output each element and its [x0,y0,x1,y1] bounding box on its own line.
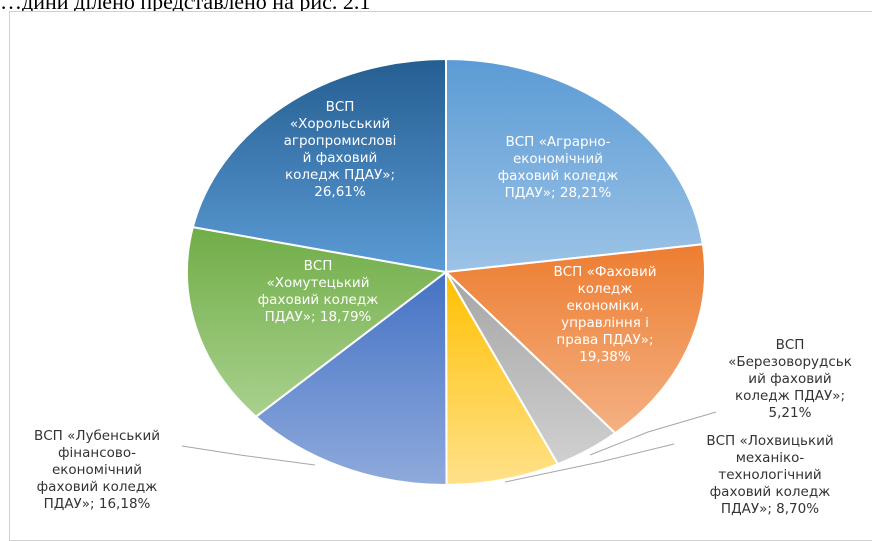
data-label-line: ПДАУ»; 8,70% [721,501,819,517]
data-label-line: ПДАУ»; 16,18% [44,496,151,512]
page-text-fragment: …дини ділено представлено на рис. 2.1 [0,0,371,14]
data-label-line: економіки, [567,298,644,314]
data-label-line: технологічний [718,467,821,483]
data-label-line: ВСП [304,258,333,274]
leader-line-4 [504,443,675,483]
data-label-7: ВСП «Хорольський агропромислові й фаховий ко… [284,99,397,200]
data-label-line: «Березоворудськ [728,354,852,370]
pie-slice-6 [186,225,449,418]
data-label-line: економічний [513,151,603,167]
pie-slice-2 [443,243,706,435]
data-label-6: ВСП «Хомутецький фаховий коледж ПДАУ»; 18,7… [258,258,379,325]
data-label-line: агропромислові [284,133,397,149]
data-label-line: економічний [52,462,142,478]
data-label-line: права ПДАУ»; [556,332,653,348]
data-label-line: коледж [578,281,633,297]
data-label-line: фаховий коледж [37,479,158,495]
data-label-line: 5,21% [769,405,812,421]
data-label-line: коледж ПДАУ»; [285,167,395,183]
data-label-3: ВСП «Березоворудськ ий фаховий коледж ПДАУ»… [728,337,852,421]
data-label-line: механіко- [736,450,805,466]
data-label-line: фінансово- [58,445,136,461]
leader-line-5 [181,445,316,466]
data-label-line: ВСП [326,99,355,115]
data-label-4: ВСП «Лохвицький механіко-технологічний фах… [706,433,833,517]
data-label-line: 26,61% [314,184,366,200]
data-label-line: ВСП «Аграрно- [505,134,610,150]
data-label-line: ПДАУ»; 28,21% [505,185,612,201]
data-label-line: фаховий коледж [498,168,619,184]
data-label-line: «Хорольський [290,116,390,132]
data-label-line: фаховий коледж [258,292,379,308]
data-label-line: ВСП «Фаховий [553,264,656,280]
data-label-5: ВСП «Лубенський фінансово-економічний фахо… [34,428,160,512]
data-label-line: ВСП «Лубенський [34,428,160,444]
data-label-line: ВСП [776,337,805,353]
data-label-line: «Хомутецький [267,275,370,291]
pie-slice-4 [444,268,560,487]
data-label-2: ВСП «Фаховий коледж економіки, управління і… [553,264,656,365]
pie-slice-7 [191,57,447,274]
data-label-line: управління і [561,315,649,331]
data-label-line: фаховий коледж [710,484,831,500]
data-label-1: ВСП «Аграрно-економічний фаховий коледж ПД… [498,134,619,201]
leader-line-3 [589,411,717,456]
data-label-line: ВСП «Лохвицький [706,433,833,449]
data-label-line: ПДАУ»; 18,79% [265,309,372,325]
data-label-line: коледж ПДАУ»; [735,388,845,404]
data-label-line: й фаховий [303,150,378,166]
pie-slice-5 [254,269,448,487]
pie-slice-1 [445,57,704,274]
data-label-line: ий фаховий [748,371,831,387]
data-label-line: 19,38% [579,349,631,365]
